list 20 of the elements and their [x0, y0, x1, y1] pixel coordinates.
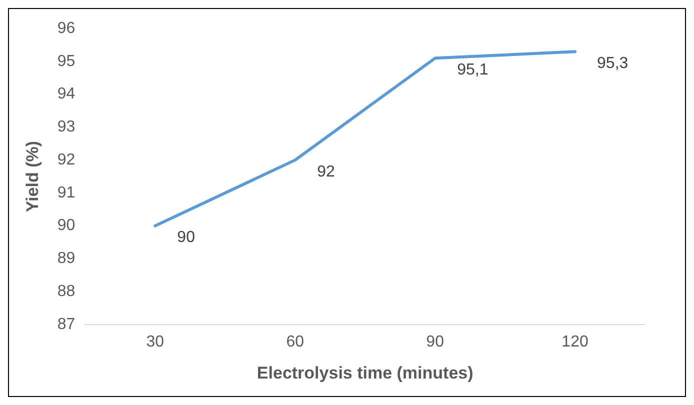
y-tick-label: 89 [57, 250, 76, 268]
x-tick-label: 90 [426, 333, 444, 350]
x-tick-label: 120 [562, 333, 588, 350]
data-label: 95,1 [457, 62, 488, 79]
y-tick-label: 93 [57, 118, 76, 136]
y-tick-label: 87 [57, 316, 76, 333]
data-label: 95,3 [597, 55, 628, 72]
x-axis-title: Electrolysis time (minutes) [256, 363, 474, 382]
y-tick-label: 92 [57, 151, 76, 168]
y-tick-label: 91 [57, 184, 76, 202]
y-tick-label: 88 [57, 282, 76, 300]
data-label: 92 [317, 163, 336, 180]
y-tick-label: 90 [57, 217, 76, 234]
y-tick-label: 95 [57, 52, 76, 70]
x-tick-label: 30 [146, 333, 164, 350]
data-label: 90 [177, 229, 196, 246]
y-axis-title: Yield (%) [22, 140, 42, 212]
y-tick-label: 94 [57, 86, 76, 103]
x-tick-label: 60 [286, 333, 304, 350]
y-tick-label: 96 [57, 20, 76, 38]
